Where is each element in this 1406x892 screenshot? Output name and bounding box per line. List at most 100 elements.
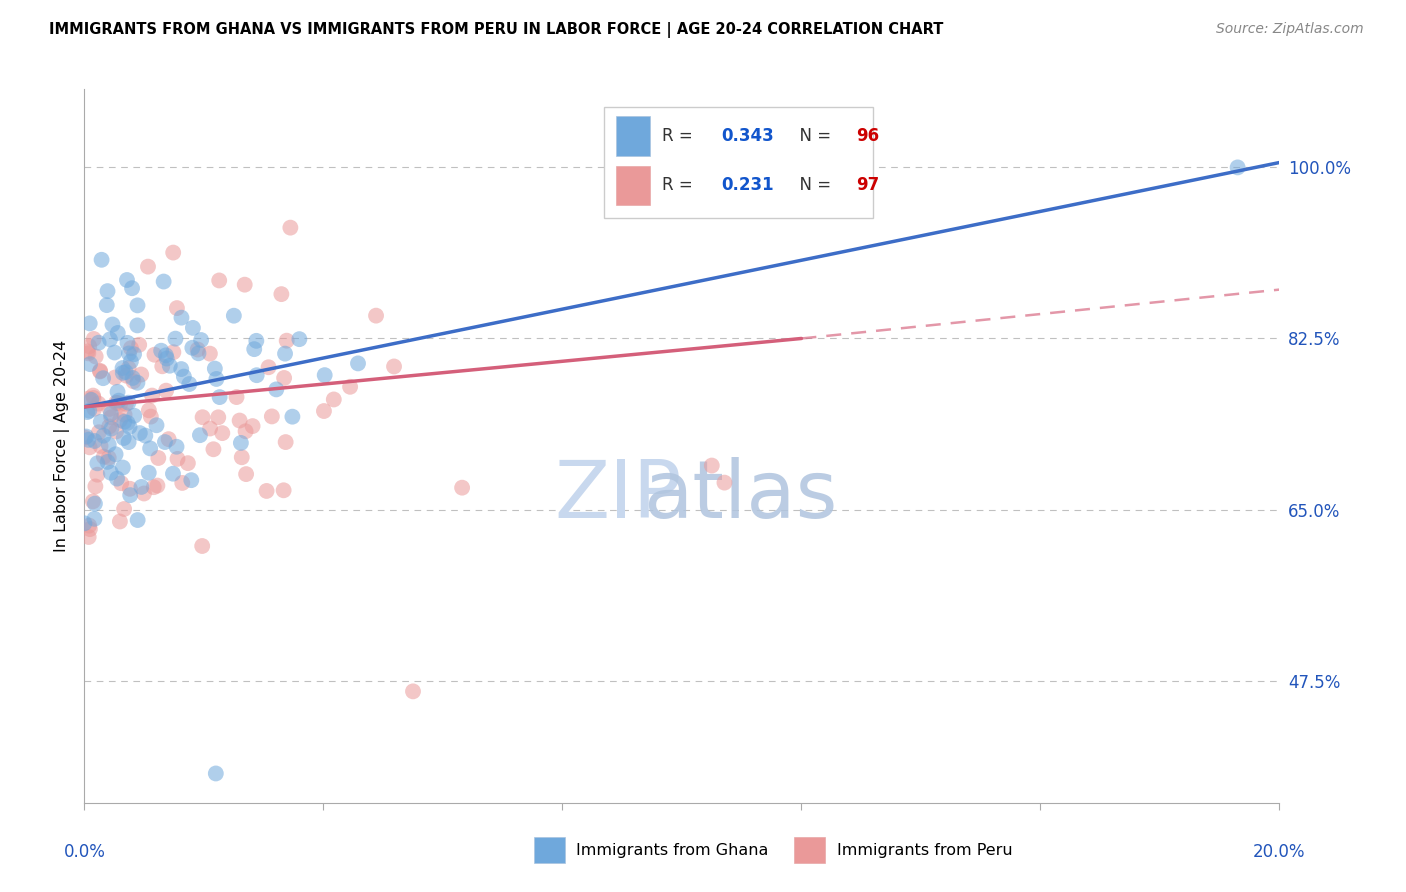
Text: Source: ZipAtlas.com: Source: ZipAtlas.com	[1216, 22, 1364, 37]
Point	[77, 346, 100, 360]
Point	[205, 372, 228, 386]
Point	[83, 434, 105, 448]
Point	[90, 252, 112, 267]
Point	[91, 371, 114, 385]
Point	[77, 518, 100, 533]
Point	[165, 332, 187, 346]
Point	[198, 421, 221, 435]
Point	[108, 413, 131, 427]
Point	[120, 488, 142, 502]
Point	[86, 456, 108, 470]
Point	[222, 309, 245, 323]
Point	[204, 361, 226, 376]
Point	[235, 424, 257, 438]
Point	[235, 467, 257, 482]
Point	[127, 298, 149, 312]
Point	[148, 450, 170, 465]
Point	[107, 393, 129, 408]
Point	[122, 409, 145, 423]
Point	[139, 442, 162, 456]
Point	[80, 392, 103, 407]
Point	[166, 440, 188, 454]
Point	[105, 396, 128, 410]
Point	[347, 356, 370, 370]
Point	[211, 426, 233, 441]
Point	[257, 360, 280, 375]
Point	[180, 473, 202, 487]
Point	[122, 347, 145, 361]
Point	[83, 391, 105, 405]
Point	[114, 365, 136, 379]
Point	[111, 361, 134, 376]
Text: IMMIGRANTS FROM GHANA VS IMMIGRANTS FROM PERU IN LABOR FORCE | AGE 20-24 CORRELA: IMMIGRANTS FROM GHANA VS IMMIGRANTS FROM…	[49, 22, 943, 38]
Point	[191, 539, 214, 553]
Point	[77, 530, 100, 544]
Point	[115, 368, 138, 383]
Point	[73, 431, 96, 445]
Point	[162, 245, 184, 260]
Point	[314, 368, 336, 383]
Point	[402, 684, 425, 698]
FancyBboxPatch shape	[605, 107, 873, 218]
Point	[179, 377, 201, 392]
Point	[138, 403, 160, 417]
Point	[181, 341, 204, 355]
Point	[98, 332, 121, 346]
Point	[136, 260, 159, 274]
Point	[208, 273, 231, 287]
Point	[115, 273, 138, 287]
Point	[155, 348, 177, 362]
Point	[82, 388, 104, 402]
Point	[243, 342, 266, 356]
Text: Immigrants from Peru: Immigrants from Peru	[837, 843, 1012, 857]
Point	[87, 425, 110, 440]
Point	[233, 277, 256, 292]
Point	[187, 346, 209, 360]
Point	[121, 281, 143, 295]
Point	[77, 339, 100, 353]
Point	[98, 419, 121, 434]
Point	[713, 475, 735, 490]
Point	[127, 513, 149, 527]
Text: ZIP: ZIP	[554, 457, 682, 535]
Point	[79, 357, 101, 371]
Point	[118, 482, 141, 496]
Point	[77, 403, 100, 417]
Point	[138, 466, 160, 480]
Point	[274, 435, 297, 450]
Point	[107, 384, 129, 399]
Point	[231, 450, 253, 465]
Point	[364, 309, 387, 323]
Point	[225, 390, 247, 404]
Point	[112, 415, 135, 429]
Point	[90, 415, 112, 429]
Point	[270, 287, 292, 301]
Point	[170, 310, 193, 325]
Point	[152, 275, 174, 289]
Point	[100, 422, 122, 436]
Point	[150, 359, 173, 374]
Point	[103, 345, 125, 359]
Point	[382, 359, 405, 374]
FancyBboxPatch shape	[616, 116, 650, 155]
Text: atlas: atlas	[643, 457, 837, 535]
Text: 0.343: 0.343	[721, 127, 775, 145]
Point	[77, 433, 100, 447]
Point	[110, 476, 132, 491]
Point	[207, 410, 229, 425]
Point	[202, 442, 225, 457]
Point	[143, 348, 166, 362]
Point	[155, 384, 177, 398]
Point	[93, 450, 115, 464]
Y-axis label: In Labor Force | Age 20-24: In Labor Force | Age 20-24	[55, 340, 70, 552]
Point	[73, 516, 96, 531]
Point	[145, 418, 167, 433]
Point	[82, 494, 104, 508]
Text: 0.0%: 0.0%	[63, 843, 105, 861]
Point	[322, 392, 344, 407]
Point	[121, 371, 143, 385]
Point	[146, 478, 169, 492]
Text: Immigrants from Ghana: Immigrants from Ghana	[576, 843, 769, 857]
Point	[83, 332, 105, 346]
Point	[187, 343, 209, 357]
